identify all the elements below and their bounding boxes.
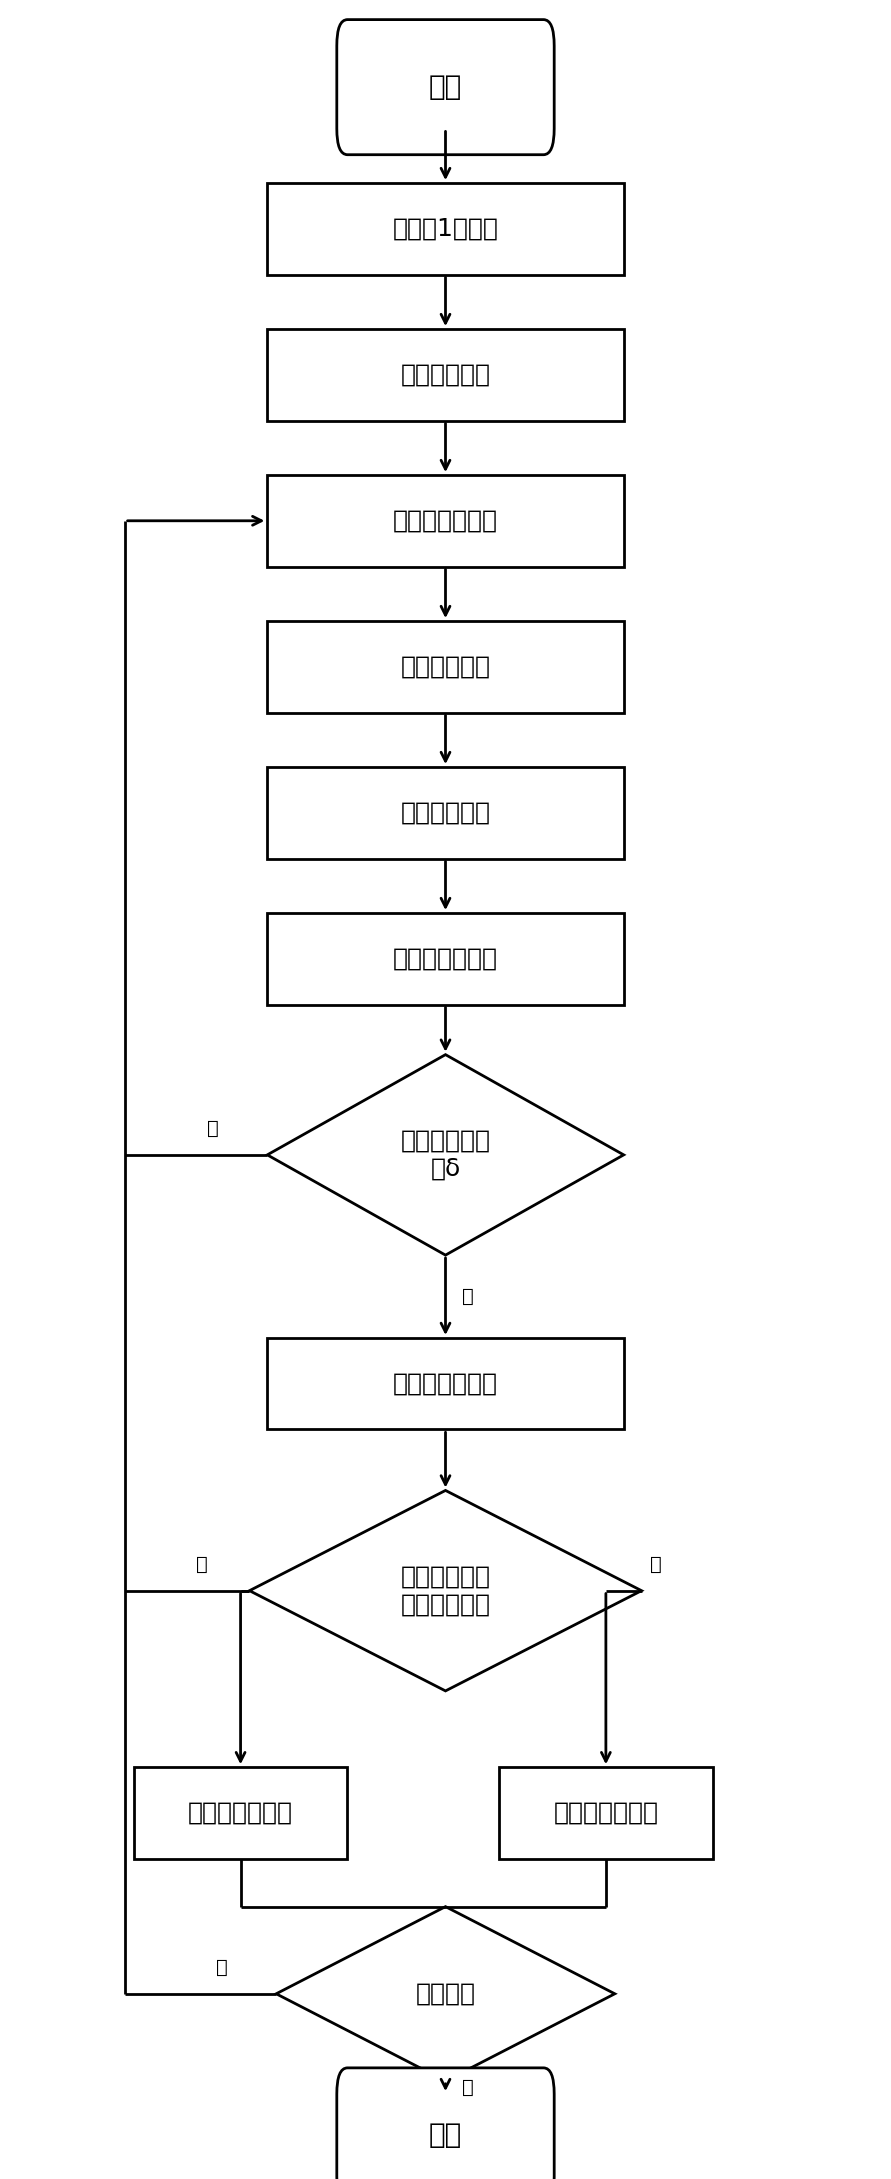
Text: 计算能量显著値: 计算能量显著値 [393, 1371, 498, 1397]
Text: 是: 是 [462, 1288, 473, 1305]
Text: 否: 否 [216, 1959, 227, 1976]
Text: 获取跟踪结果: 获取跟踪结果 [400, 800, 491, 826]
Text: 结束: 结束 [429, 2122, 462, 2148]
FancyBboxPatch shape [337, 20, 554, 155]
Bar [267, 183, 624, 275]
Polygon shape [276, 1907, 615, 2081]
Bar [267, 913, 624, 1005]
Text: 初始化跟踪器: 初始化跟踪器 [400, 362, 491, 388]
Bar [134, 1767, 347, 1859]
Text: 否: 否 [196, 1556, 208, 1573]
Text: 计算图像距离値: 计算图像距离値 [393, 946, 498, 972]
Bar [267, 1338, 624, 1429]
Bar [267, 621, 624, 713]
Text: 遗忘该跟踪结果: 遗忘该跟踪结果 [553, 1800, 658, 1826]
Bar [267, 329, 624, 421]
Text: 开始: 开始 [429, 74, 462, 100]
Polygon shape [249, 1490, 642, 1691]
Text: 读取下一帧图像: 读取下一帧图像 [393, 508, 498, 534]
Text: 是: 是 [650, 1556, 662, 1573]
Text: 记忆该跟踪结果: 记忆该跟踪结果 [188, 1800, 293, 1826]
Text: 相关滤波跟踪: 相关滤波跟踪 [400, 654, 491, 680]
FancyBboxPatch shape [337, 2068, 554, 2179]
Text: 否: 否 [207, 1120, 218, 1137]
Bar [267, 475, 624, 567]
Bar [499, 1767, 713, 1859]
Text: 获取第1帧图像: 获取第1帧图像 [393, 216, 498, 242]
Text: 能量显著値大
于训练集均値: 能量显著値大 于训练集均値 [400, 1565, 491, 1617]
Text: 是: 是 [462, 2079, 473, 2096]
Text: 跟踪结束: 跟踪结束 [415, 1981, 476, 2007]
Polygon shape [267, 1055, 624, 1255]
Bar [267, 767, 624, 859]
Text: 图像距离値大
于δ: 图像距离値大 于δ [400, 1129, 491, 1181]
